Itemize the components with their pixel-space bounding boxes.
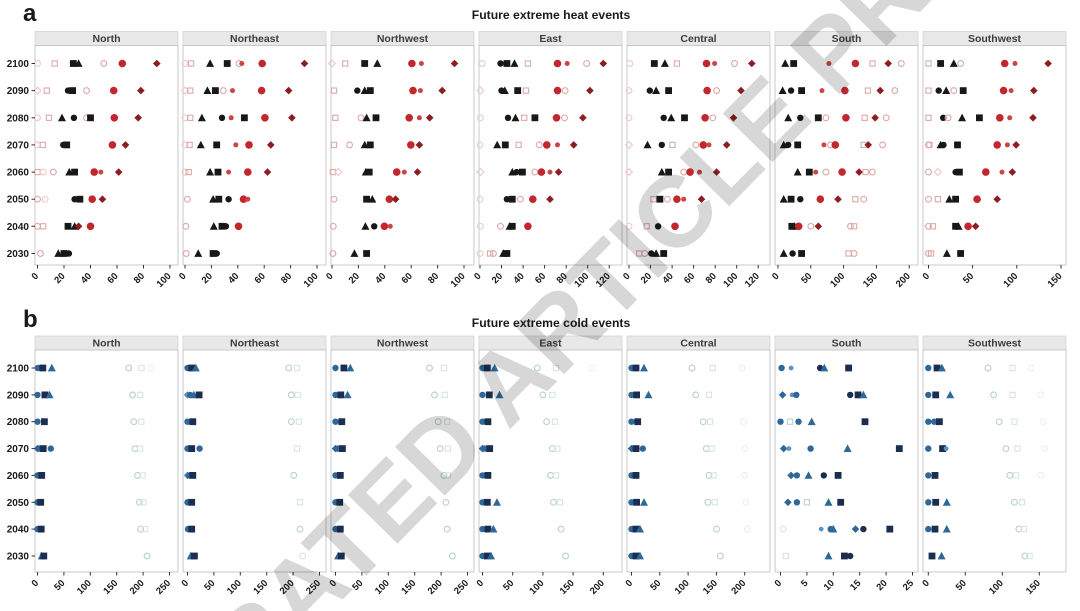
- svg-text:a: a: [23, 0, 37, 27]
- svg-text:0: 0: [773, 578, 785, 590]
- svg-text:2060: 2060: [7, 168, 30, 179]
- svg-text:0: 0: [328, 578, 340, 590]
- svg-text:2070: 2070: [7, 444, 30, 455]
- svg-text:2080: 2080: [7, 113, 30, 124]
- svg-text:Central: Central: [680, 338, 716, 350]
- svg-text:Northwest: Northwest: [377, 338, 429, 350]
- svg-text:2050: 2050: [7, 195, 30, 206]
- svg-text:2030: 2030: [7, 552, 30, 563]
- svg-text:0: 0: [324, 271, 336, 283]
- svg-text:Southwest: Southwest: [968, 338, 1022, 350]
- svg-text:2070: 2070: [7, 140, 30, 151]
- svg-text:0: 0: [921, 271, 933, 283]
- svg-text:2100: 2100: [7, 364, 30, 375]
- svg-text:North: North: [93, 33, 121, 45]
- svg-text:Future extreme cold events: Future extreme cold events: [472, 316, 631, 330]
- svg-text:2090: 2090: [7, 390, 30, 401]
- svg-text:East: East: [539, 338, 562, 350]
- svg-text:South: South: [832, 33, 862, 45]
- svg-text:Southwest: Southwest: [968, 33, 1022, 45]
- svg-text:0: 0: [177, 271, 189, 283]
- svg-text:0: 0: [30, 271, 42, 283]
- svg-text:2090: 2090: [7, 86, 30, 97]
- svg-text:0: 0: [621, 271, 633, 283]
- svg-text:Future extreme heat events: Future extreme heat events: [472, 8, 631, 22]
- svg-text:0: 0: [180, 578, 192, 590]
- svg-text:South: South: [832, 338, 862, 350]
- svg-text:2040: 2040: [7, 222, 30, 233]
- svg-text:b: b: [23, 306, 38, 333]
- svg-text:0: 0: [30, 578, 42, 590]
- svg-text:2040: 2040: [7, 525, 30, 536]
- svg-text:Northwest: Northwest: [377, 33, 429, 45]
- svg-text:2080: 2080: [7, 417, 30, 428]
- svg-text:0: 0: [472, 271, 484, 283]
- svg-text:0: 0: [624, 578, 636, 590]
- svg-text:0: 0: [770, 271, 782, 283]
- svg-text:0: 0: [475, 578, 487, 590]
- svg-text:0: 0: [920, 578, 932, 590]
- svg-text:North: North: [93, 338, 121, 350]
- svg-text:2050: 2050: [7, 498, 30, 509]
- svg-text:2030: 2030: [7, 249, 30, 260]
- svg-text:Central: Central: [680, 33, 716, 45]
- svg-text:2100: 2100: [7, 59, 30, 70]
- svg-text:Northeast: Northeast: [230, 338, 280, 350]
- svg-text:East: East: [539, 33, 562, 45]
- svg-text:Northeast: Northeast: [230, 33, 280, 45]
- svg-text:2060: 2060: [7, 471, 30, 482]
